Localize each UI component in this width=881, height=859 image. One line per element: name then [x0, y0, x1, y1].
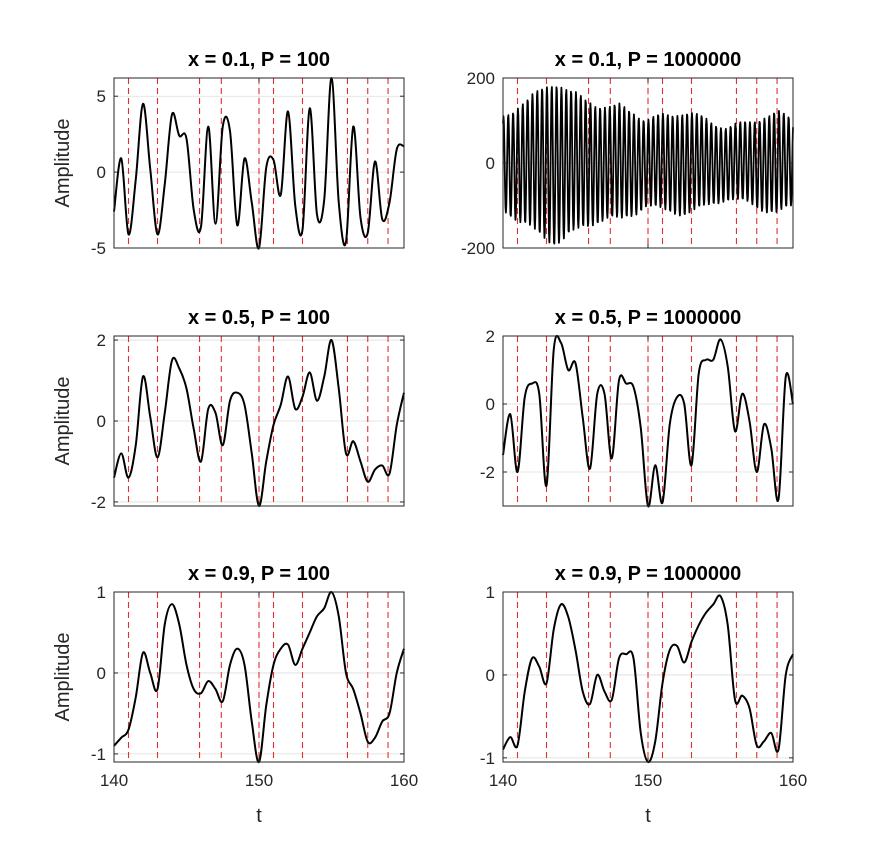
y-axis-label: Amplitude: [52, 633, 74, 722]
y-axis-label: Amplitude: [52, 119, 74, 208]
x-tick-label: 140: [100, 771, 128, 790]
y-axis-label: Amplitude: [52, 377, 74, 466]
y-tick-label: -1: [91, 745, 106, 764]
panel-5: -1 0 1 140 150 160 x = 0.9, P = 100 Amplitude t: [52, 563, 418, 827]
x-tick-label: 160: [779, 771, 807, 790]
y-tick-label: -2: [91, 493, 106, 512]
y-tick-label: -5: [91, 239, 106, 258]
y-tick-label: 2: [97, 331, 106, 350]
y-tick-label: 0: [97, 412, 106, 431]
y-tick-label: 200: [467, 69, 495, 88]
panel-title: x = 0.5, P = 1000000: [555, 307, 741, 329]
panel-1: -5 0 5 x = 0.1, P = 100 Amplitude: [52, 49, 405, 258]
panel-2: -200 0 200 x = 0.1, P = 1000000: [461, 49, 794, 258]
panel-title: x = 0.1, P = 1000000: [555, 49, 741, 71]
x-tick-label: 150: [634, 771, 662, 790]
y-tick-label: 0: [97, 664, 106, 683]
signal-line: [113, 76, 405, 250]
x-axis-label: t: [256, 805, 262, 827]
x-tick-label: 160: [390, 771, 418, 790]
y-tick-label: -200: [461, 239, 495, 258]
panel-title: x = 0.5, P = 100: [188, 307, 330, 329]
y-tick-label: 0: [486, 666, 495, 685]
y-tick-label: -2: [480, 463, 495, 482]
panel-3: -2 0 2 x = 0.5, P = 100 Amplitude: [52, 307, 405, 512]
y-tick-label: 1: [97, 583, 106, 602]
panel-4: -2 0 2 x = 0.5, P = 1000000: [480, 307, 794, 508]
y-tick-label: 0: [97, 163, 106, 182]
y-tick-label: 5: [97, 87, 106, 106]
signal-line: [502, 86, 794, 245]
panel-6: -1 0 1 140 150 160 x = 0.9, P = 1000000 t: [480, 563, 807, 827]
y-tick-label: 0: [486, 395, 495, 414]
y-tick-label: 2: [486, 327, 495, 346]
y-tick-label: 0: [486, 154, 495, 173]
panel-title: x = 0.1, P = 100: [188, 49, 330, 71]
x-axis-label: t: [645, 805, 651, 827]
x-tick-label: 140: [489, 771, 517, 790]
x-tick-label: 150: [245, 771, 273, 790]
panel-title: x = 0.9, P = 1000000: [555, 563, 741, 585]
y-tick-label: 1: [486, 583, 495, 602]
panel-title: x = 0.9, P = 100: [188, 563, 330, 585]
y-tick-label: -1: [480, 749, 495, 768]
